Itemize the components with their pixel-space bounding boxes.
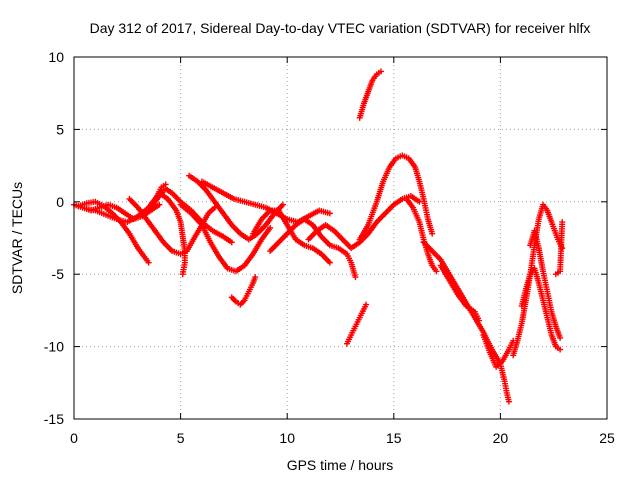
- data-point: [156, 201, 163, 208]
- series-sat-08: [177, 201, 274, 275]
- x-tick-label: 0: [70, 430, 78, 446]
- series-sat-11: [250, 207, 333, 266]
- x-axis-ticks: 0 5 10 15 20 25: [70, 57, 615, 446]
- data-point: [179, 271, 186, 278]
- data-point: [559, 219, 566, 226]
- x-tick-label: 20: [493, 430, 509, 446]
- series-sat-09: [228, 274, 259, 308]
- series-sat-05: [126, 195, 218, 257]
- series-sat-15: [356, 68, 385, 121]
- series-sat-17: [403, 195, 440, 275]
- y-tick-label: -10: [44, 339, 64, 355]
- series-sat-19: [437, 262, 483, 324]
- data-point: [326, 210, 333, 217]
- series-sat-12: [267, 216, 359, 281]
- x-tick-label: 15: [386, 430, 402, 446]
- data-point: [557, 334, 564, 341]
- series-sat-20: [480, 332, 517, 370]
- y-tick-label: -15: [44, 411, 64, 427]
- plot-frame: [73, 56, 608, 420]
- data-point: [363, 301, 370, 308]
- data-point: [378, 68, 385, 75]
- data-points: [71, 68, 566, 405]
- data-point: [279, 201, 286, 208]
- y-axis-title: SDTVAR / TECUs: [9, 182, 25, 294]
- data-point: [252, 274, 259, 281]
- series-sat-07: [186, 172, 286, 243]
- chart-title: Day 312 of 2017, Sidereal Day-to-day VTE…: [90, 20, 591, 36]
- series-sat-13: [305, 193, 423, 252]
- y-axis-ticks: -15 -10 -5 0 5 10: [44, 49, 607, 427]
- x-tick-label: 5: [177, 430, 185, 446]
- series-sat-22: [518, 265, 564, 353]
- x-axis-title: GPS time / hours: [287, 457, 394, 473]
- y-tick-label: -5: [52, 266, 65, 282]
- data-point: [505, 398, 512, 405]
- data-point: [433, 268, 440, 275]
- x-tick-label: 10: [279, 430, 295, 446]
- data-point: [326, 259, 333, 266]
- data-point: [228, 239, 235, 246]
- y-tick-label: 5: [56, 121, 64, 137]
- y-tick-label: 0: [56, 194, 64, 210]
- series-sat-23: [527, 227, 564, 341]
- data-point: [145, 259, 152, 266]
- data-point: [352, 274, 359, 281]
- data-point: [476, 317, 483, 324]
- series-sat-06: [156, 190, 188, 278]
- y-tick-label: 10: [48, 49, 64, 65]
- data-point: [429, 230, 436, 237]
- series-sat-14: [356, 152, 436, 243]
- series-sat-16: [343, 301, 370, 347]
- x-tick-label: 25: [599, 430, 615, 446]
- series-sat-24: [552, 219, 566, 278]
- data-point: [557, 346, 564, 353]
- series-sat-18: [420, 239, 512, 405]
- data-point: [267, 224, 274, 231]
